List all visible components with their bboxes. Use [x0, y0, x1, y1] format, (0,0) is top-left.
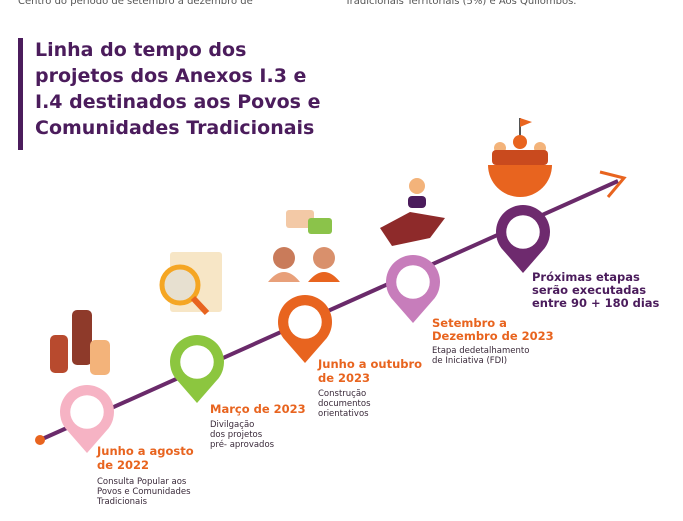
milestone-date: Dezembro de 2023 — [432, 329, 554, 343]
pin-center — [288, 305, 322, 339]
header-text: Tradicionais Territoriais (5%) e Aos Qui… — [344, 0, 576, 7]
people-icon — [268, 210, 340, 282]
milestone-description: dos projetos — [210, 430, 263, 440]
milestone-date: Setembro a — [432, 316, 507, 330]
next-steps: serão executadas — [532, 283, 646, 297]
arrow-head — [599, 170, 627, 198]
milestone-date: Junho a agosto — [96, 444, 194, 458]
milestone-date: de 2022 — [97, 458, 149, 472]
milestone-description: Tradicionais — [96, 497, 148, 507]
next-steps: Próximas etapas — [532, 270, 640, 284]
fists-icon — [50, 310, 110, 375]
milestone-description: documentos — [318, 399, 371, 409]
title-line: Linha do tempo dos — [35, 39, 246, 61]
header-text: Centro do período de setembro a dezembro… — [18, 0, 253, 7]
pin-center — [180, 345, 214, 379]
milestone-description: Consulta Popular aos — [97, 477, 187, 487]
next-steps: entre 90 + 180 dias — [532, 296, 660, 310]
milestone-description: Etapa dedetalhamento — [432, 346, 529, 356]
milestone-date: Março de 2023 — [210, 402, 306, 416]
milestone-description: Divilgação — [210, 420, 254, 430]
document-icon — [159, 252, 222, 316]
milestone-description: Povos e Comunidades — [97, 487, 191, 497]
title-line: Comunidades Tradicionais — [35, 117, 314, 139]
title-bar — [18, 38, 23, 150]
milestone-date: de 2023 — [318, 371, 370, 385]
hand-icon — [380, 178, 445, 246]
milestone-description: orientativos — [318, 409, 369, 419]
globe-icon — [488, 118, 552, 197]
title-line: projetos dos Anexos I.3 e — [35, 65, 306, 87]
milestone-date: Junho a outubro — [317, 357, 422, 371]
pin-center — [396, 265, 430, 299]
milestone-description: de Iniciativa (FDI) — [432, 356, 507, 366]
pin-center — [506, 215, 540, 249]
title-line: I.4 destinados aos Povos e — [35, 91, 320, 113]
pin-center — [70, 395, 104, 429]
timeline-start — [35, 435, 45, 445]
milestone-description: pré- aprovados — [210, 439, 275, 450]
milestone-description: Construção — [318, 389, 366, 399]
